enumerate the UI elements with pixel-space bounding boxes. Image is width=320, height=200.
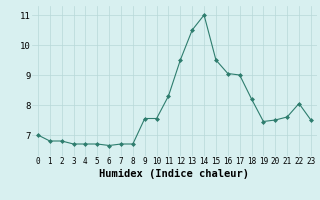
X-axis label: Humidex (Indice chaleur): Humidex (Indice chaleur)	[100, 169, 249, 179]
